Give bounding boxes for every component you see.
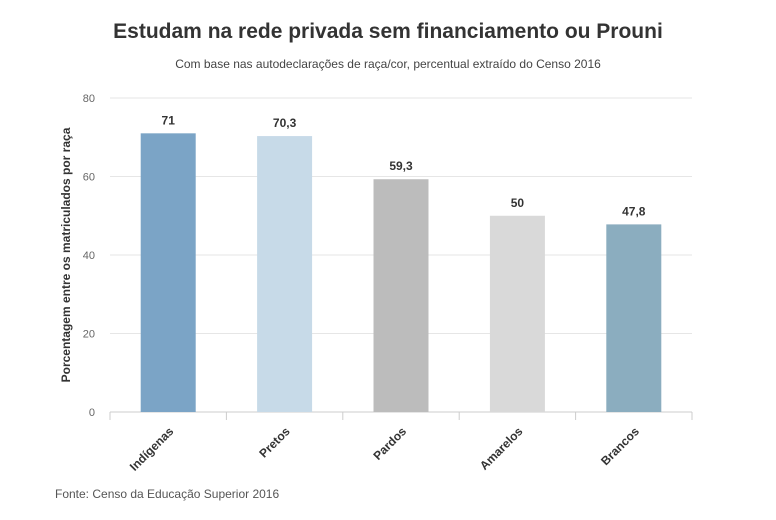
data-label: 59,3 — [389, 159, 413, 173]
x-tick-label: Pretos — [256, 424, 293, 461]
bar — [606, 224, 662, 412]
bar — [489, 215, 545, 412]
data-label: 47,8 — [622, 204, 646, 218]
y-tick-label: 40 — [83, 250, 95, 262]
y-tick-label: 20 — [83, 329, 95, 341]
bars — [140, 133, 662, 412]
bar — [257, 136, 313, 412]
x-tick-label: Brancos — [598, 424, 642, 468]
y-axis-label: Porcentagem entre os matriculados por ra… — [59, 127, 73, 382]
data-label: 70,3 — [273, 116, 297, 130]
chart-subtitle: Com base nas autodeclarações de raça/cor… — [175, 57, 601, 71]
y-tick-label: 60 — [83, 172, 95, 184]
x-tick-label: Amarelos — [477, 424, 526, 473]
data-label: 50 — [511, 196, 525, 210]
chart-source: Fonte: Censo da Educação Superior 2016 — [55, 487, 280, 501]
data-label: 71 — [162, 113, 176, 127]
x-tick-label: Pardos — [370, 424, 409, 463]
x-tick-label: Indígenas — [127, 424, 177, 474]
y-tick-label: 0 — [89, 407, 95, 419]
chart-title: Estudam na rede privada sem financiament… — [113, 20, 663, 43]
y-tick-label: 80 — [83, 93, 95, 105]
bar — [140, 133, 196, 412]
bar — [373, 179, 429, 412]
